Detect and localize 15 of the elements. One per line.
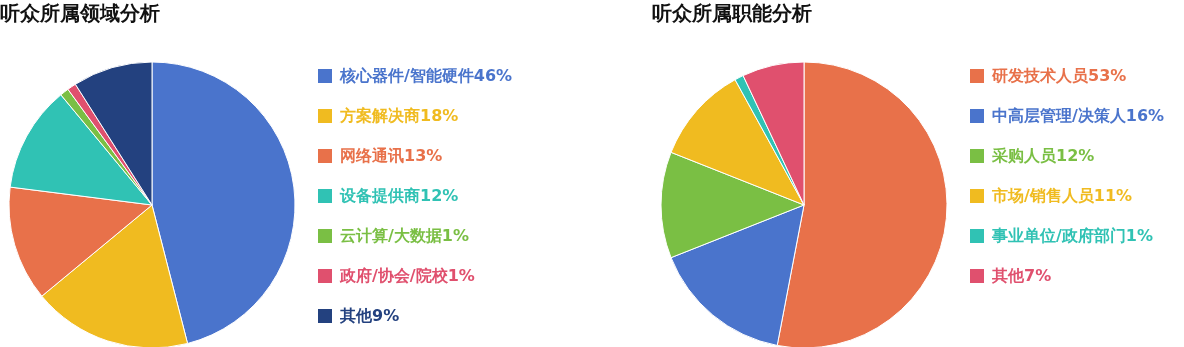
legend-label: 网络通讯13% [340, 145, 443, 167]
legend-label: 核心器件/智能硬件46% [340, 65, 513, 87]
chart-title: 听众所属职能分析 [652, 0, 812, 27]
legend-label: 采购人员12% [992, 145, 1095, 167]
legend-label: 其他9% [340, 305, 400, 327]
legend-label: 研发技术人员53% [992, 65, 1127, 87]
legend-label: 市场/销售人员11% [992, 185, 1133, 207]
legend-label: 中高层管理/决策人16% [992, 105, 1165, 127]
legend-label: 方案解决商18% [340, 105, 459, 127]
legend-label: 云计算/大数据1% [340, 225, 470, 247]
legend-label: 其他7% [992, 265, 1052, 287]
chart-title: 听众所属领域分析 [0, 0, 160, 27]
legend-label: 事业单位/政府部门1% [992, 225, 1154, 247]
legend-label: 设备提供商12% [340, 185, 459, 207]
legend-label: 政府/协会/院校1% [340, 265, 475, 287]
